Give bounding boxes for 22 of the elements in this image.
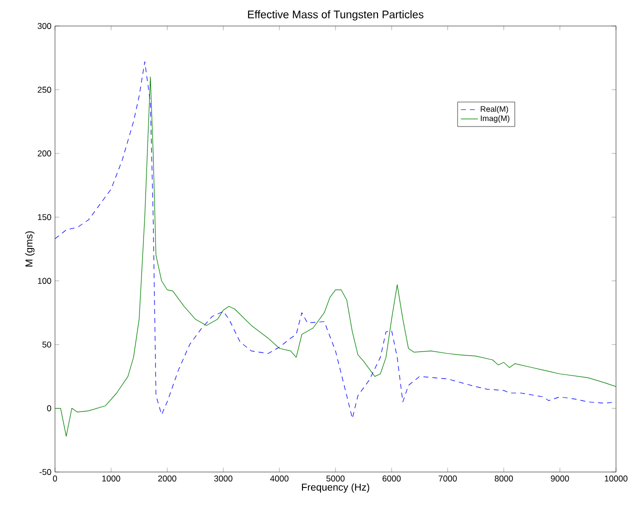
x-tick-label: 6000 xyxy=(382,476,401,482)
x-tick-label: 10000 xyxy=(604,476,628,482)
y-tick-label: 200 xyxy=(38,150,52,156)
x-tick-label: 3000 xyxy=(214,476,232,482)
y-axis-title: M (gms) xyxy=(25,231,34,266)
y-tick-label: 300 xyxy=(38,23,52,29)
x-tick-label: 9000 xyxy=(550,476,569,482)
x-axis-title: Frequency (Hz) xyxy=(302,483,370,493)
x-tick-label: 1000 xyxy=(102,476,120,482)
x-tick-label: 7000 xyxy=(438,476,457,482)
y-tick-label: 250 xyxy=(38,86,52,93)
x-tick-label: 0 xyxy=(52,476,58,482)
y-tick-label: 150 xyxy=(38,214,52,220)
y-tick-label: 0 xyxy=(47,405,52,412)
y-tick-label: 100 xyxy=(38,278,52,284)
x-tick-label: 2000 xyxy=(158,476,176,482)
x-tick-label: 8000 xyxy=(494,476,513,482)
y-tick-label: 50 xyxy=(42,342,52,348)
x-tick-label: 4000 xyxy=(270,476,288,482)
x-tick-label: 5000 xyxy=(326,476,345,482)
chart-title: Effective Mass of Tungsten Particles xyxy=(248,10,424,20)
y-tick-label: -50 xyxy=(40,469,52,475)
